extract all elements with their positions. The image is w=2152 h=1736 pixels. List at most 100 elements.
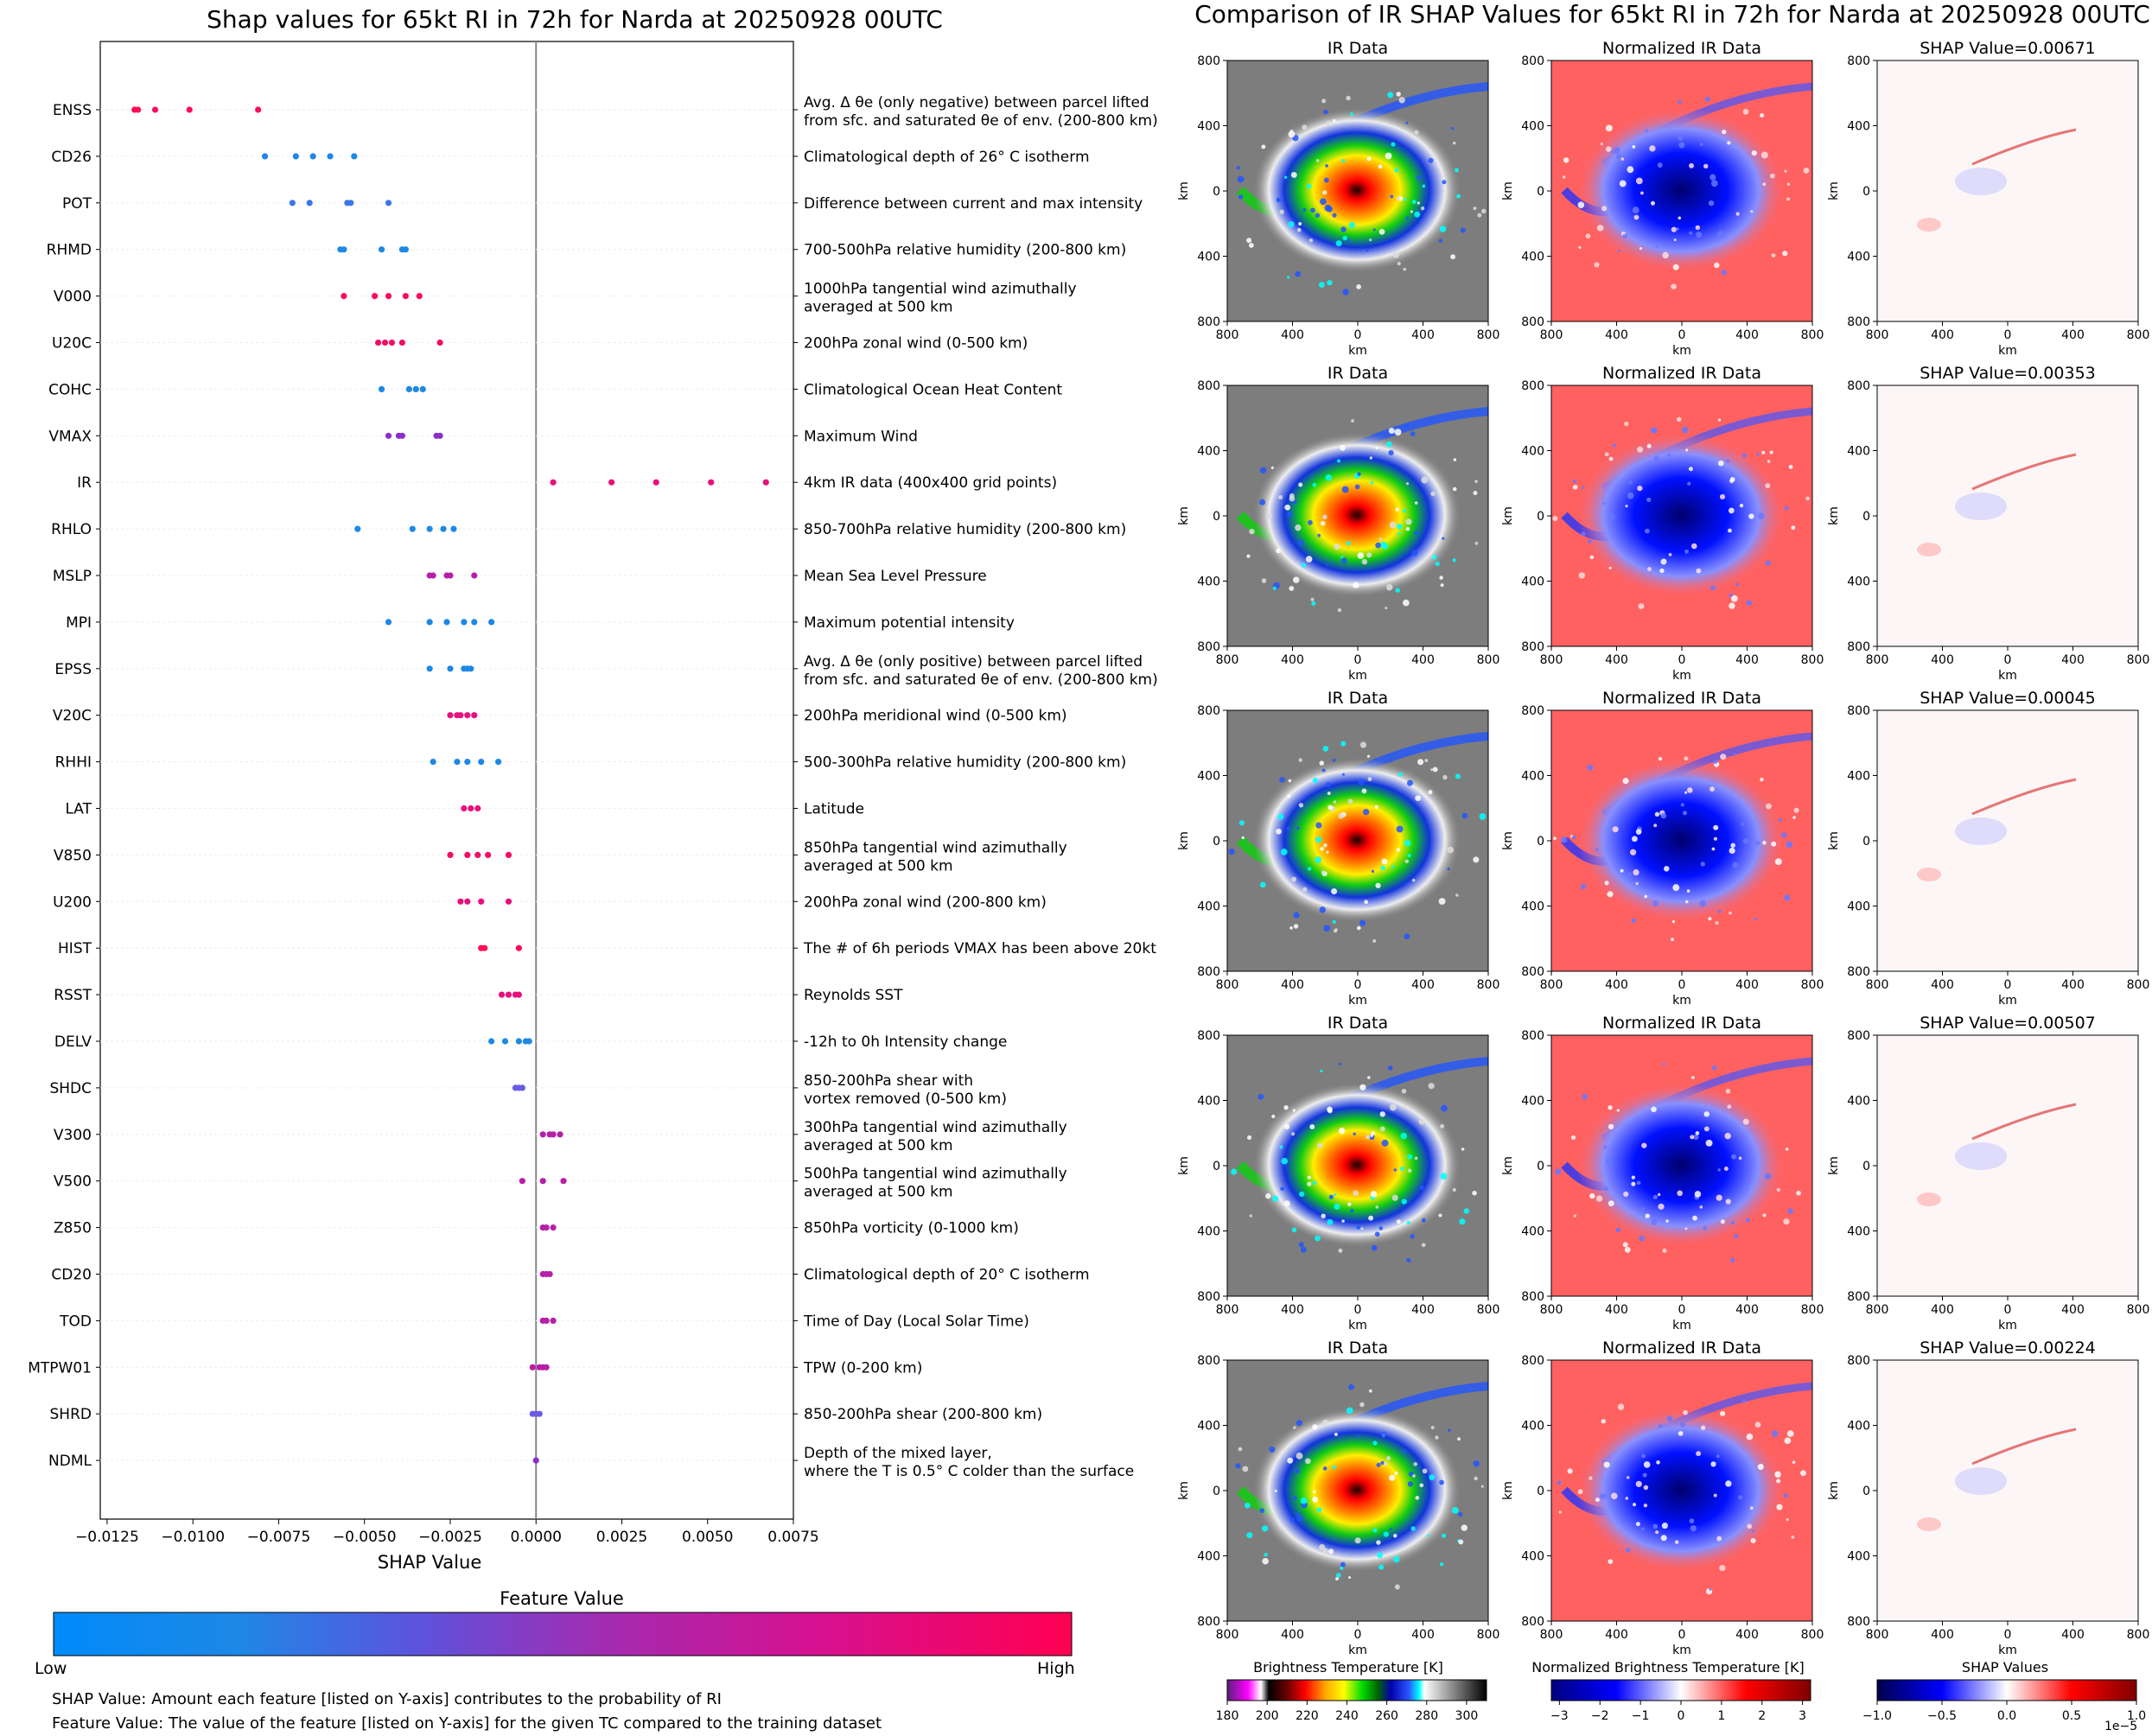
cloud-speck	[1640, 191, 1644, 195]
cloud-speck	[1572, 479, 1576, 483]
cloud-speck	[1302, 887, 1308, 893]
x-tick-label: 400	[1735, 1303, 1759, 1317]
cloud-speck	[1325, 474, 1332, 481]
y-tick-label: 0	[1537, 510, 1544, 524]
ir-storm-core	[1253, 108, 1461, 272]
cloud-speck	[1703, 1226, 1708, 1230]
cloud-speck	[1312, 482, 1317, 487]
right-grid-title: Comparison of IR SHAP Values for 65kt RI…	[1194, 0, 2150, 29]
shap-point-epss	[426, 665, 433, 672]
cloud-speck	[1582, 486, 1585, 490]
cloud-speck	[1796, 1190, 1801, 1196]
shap-map-positive-blob	[1917, 868, 1941, 881]
feature-description-v500: averaged at 500 km	[804, 1184, 953, 1201]
shap-point-rhhi	[478, 759, 485, 766]
y-tick-label: 800	[1847, 54, 1870, 68]
cloud-speck	[1279, 1145, 1283, 1149]
y-tick-label: 800	[1197, 315, 1220, 329]
cloud-speck	[1328, 1548, 1334, 1555]
cloud-speck	[1727, 141, 1731, 145]
cloud-speck	[1725, 1480, 1732, 1487]
feature-name-cd20: CD20	[51, 1267, 92, 1284]
y-tick-label: 800	[1197, 640, 1220, 654]
x-tick-label: 400	[1281, 653, 1304, 667]
shap-map-streak	[1971, 1103, 2077, 1141]
cloud-speck	[1308, 519, 1313, 525]
cloud-speck	[1742, 109, 1749, 115]
cloud-speck	[1357, 472, 1361, 476]
cloud-speck	[1455, 893, 1459, 897]
y-tick-label: 400	[1521, 1225, 1544, 1239]
cloud-speck	[1367, 777, 1372, 782]
cloud-speck	[1405, 423, 1409, 428]
y-tick-label: 400	[1197, 251, 1220, 264]
x-tick-label: 800	[1801, 978, 1824, 992]
x-tick-label: 800	[2127, 653, 2150, 667]
cloud-speck	[1406, 1257, 1411, 1263]
cloud-speck	[1660, 1535, 1667, 1542]
cloud-speck	[1657, 1192, 1661, 1197]
cloud-speck	[1644, 894, 1648, 899]
cloud-speck	[1289, 585, 1295, 591]
cloud-speck	[1249, 528, 1255, 535]
cloud-speck	[1595, 1498, 1600, 1503]
y-tick-label: 400	[1521, 1420, 1544, 1434]
shap-point-delv	[515, 1038, 522, 1045]
feature-name-rhhi: RHHI	[55, 754, 92, 772]
cloud-speck	[1394, 429, 1402, 436]
x-tick-label: 400	[1411, 978, 1435, 992]
shap-point-u200	[457, 898, 464, 905]
cloud-speck	[1370, 1134, 1373, 1137]
cloud-speck	[1624, 421, 1629, 427]
feature-name-mslp: MSLP	[53, 568, 92, 585]
cloud-speck	[1359, 741, 1367, 748]
norm-colorbar-tick-label: 0	[1678, 1709, 1685, 1723]
cloud-speck	[1379, 1126, 1385, 1132]
cloud-speck	[1666, 1415, 1673, 1421]
cloud-speck	[1733, 753, 1737, 756]
feature-description-rhmd: 700-500hPa relative humidity (200-800 km…	[804, 242, 1126, 259]
shap-point-u200	[505, 898, 513, 905]
shap-point-rhlo	[409, 525, 416, 532]
cloud-speck	[1276, 548, 1281, 554]
cloud-speck	[1334, 1433, 1338, 1436]
shap-point-ndml	[532, 1457, 539, 1464]
shap-colorbar-tick-label: 0.0	[1997, 1709, 2016, 1723]
x-tick-label: 400	[1735, 328, 1759, 342]
x-tick-label: 800	[1540, 328, 1563, 342]
cloud-speck	[1246, 554, 1251, 558]
cloud-speck	[1298, 1242, 1304, 1248]
cloud-speck	[1340, 1561, 1346, 1567]
y-tick-label: 800	[1521, 1290, 1544, 1304]
cloud-speck	[1387, 1065, 1393, 1071]
cloud-speck	[1320, 520, 1326, 526]
cloud-speck	[1695, 225, 1700, 230]
shap-colorbar	[1876, 1679, 2137, 1701]
shap-map-positive-blob	[1917, 218, 1941, 232]
shap-point-u20c	[398, 339, 405, 347]
shap-point-v500	[560, 1178, 567, 1185]
cloud-speck	[1452, 1187, 1456, 1192]
bt-colorbar-tick-label: 240	[1335, 1709, 1359, 1723]
shap-point-v20c	[464, 712, 471, 719]
cloud-speck	[1765, 560, 1771, 566]
cloud-speck	[1427, 1534, 1430, 1537]
cloud-speck	[1689, 162, 1694, 169]
cloud-speck	[1652, 1194, 1658, 1199]
y-tick-label: 800	[1197, 1615, 1220, 1629]
cloud-speck	[1341, 158, 1346, 163]
shap-point-epss	[468, 665, 474, 672]
y-tick-label: 0	[1537, 1485, 1544, 1498]
cloud-speck	[1332, 758, 1336, 762]
cloud-speck	[1771, 253, 1776, 258]
cloud-speck	[1558, 1510, 1562, 1514]
norm-colorbar-tick-label: 3	[1799, 1709, 1806, 1723]
cloud-speck	[1394, 1584, 1400, 1590]
shap-point-enss	[255, 106, 262, 113]
cloud-speck	[1577, 201, 1585, 208]
cloud-speck	[1347, 238, 1351, 242]
cloud-speck	[1366, 754, 1371, 758]
y-tick-label: 400	[1197, 770, 1220, 784]
cloud-speck	[1767, 460, 1771, 463]
